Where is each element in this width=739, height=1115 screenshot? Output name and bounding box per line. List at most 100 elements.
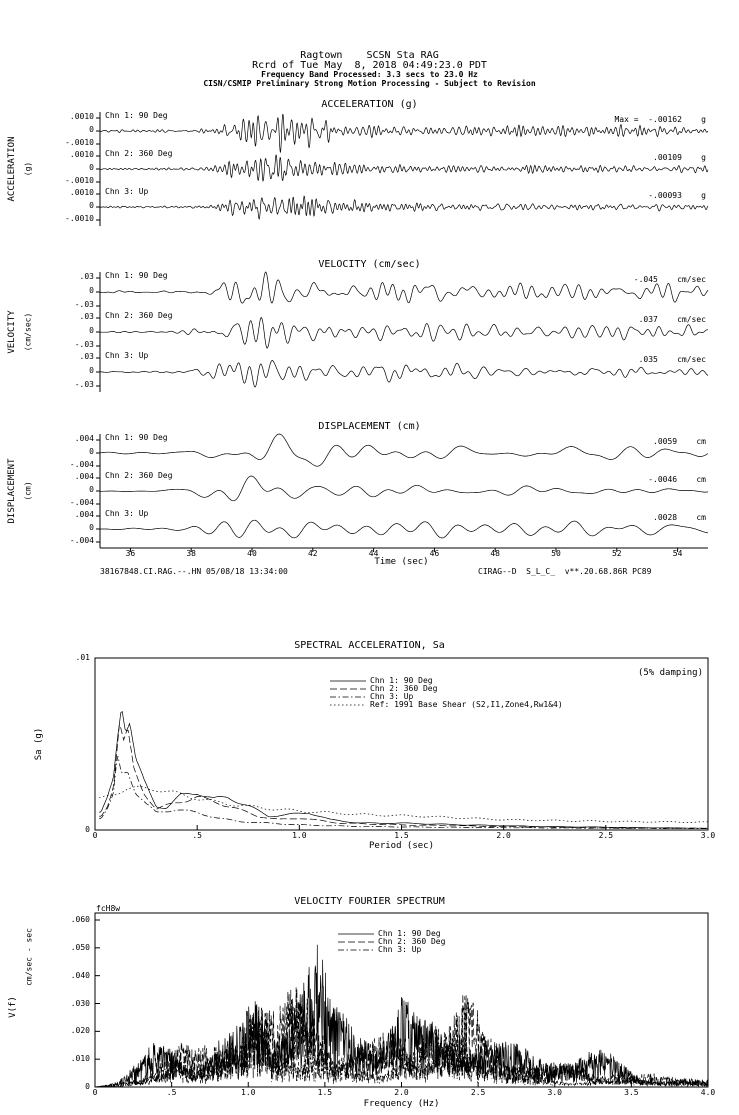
displacement-axis-label: DISPLACEMENT xyxy=(7,458,18,524)
header-station-line: Ragtown SCSN Sta RAG xyxy=(300,50,439,61)
sa-legend-label: Chn 2: 360 Deg xyxy=(370,684,438,693)
fourier-xtick-label: 1.5 xyxy=(317,1088,333,1097)
disp-ytick-neg: -.004 xyxy=(69,498,94,507)
time-axis xyxy=(100,547,708,552)
velocity-axis-label: VELOCITY xyxy=(7,310,18,354)
disp-ytick-zero: 0 xyxy=(89,447,94,456)
disp-trace-3 xyxy=(99,519,709,539)
footer-record-id: 38167848.CI.RAG.--.HN 05/08/18 13:34:00 xyxy=(100,567,288,576)
displacement-panel-title: DISPLACEMENT (cm) xyxy=(318,421,421,432)
accel-ytick-pos: .0010 xyxy=(69,188,94,197)
accel-ytick-neg: -.0010 xyxy=(65,176,94,185)
sa-xtick-label: 1.0 xyxy=(292,831,307,840)
fourier-xtick-label: 2.5 xyxy=(470,1088,486,1097)
vel-ytick-neg: -.03 xyxy=(74,340,94,349)
disp-channel-1-max: .0059 cm xyxy=(653,437,706,446)
fourier-xtick-label: 2.0 xyxy=(394,1088,409,1097)
vel-ytick-neg: -.03 xyxy=(74,380,94,389)
fourier-plot xyxy=(94,912,709,1088)
disp-trace-2 xyxy=(100,475,709,502)
header-band-line: Frequency Band Processed: 3.3 secs to 23… xyxy=(261,70,478,79)
accel-ytick-zero: 0 xyxy=(89,201,94,210)
sa-y-axis-label: Sa (g) xyxy=(34,727,45,761)
fourier-legend-label: Chn 2: 360 Deg xyxy=(378,937,446,946)
accel-panel xyxy=(96,112,709,226)
disp-ytick-neg: -.004 xyxy=(69,536,94,545)
disp-trace-1 xyxy=(100,433,709,467)
time-tick-label: 44 xyxy=(368,549,379,558)
fourier-ytick-label: .020 xyxy=(70,1026,90,1036)
disp-ytick-zero: 0 xyxy=(89,523,94,532)
fourier-xtick-label: 4.0 xyxy=(700,1088,716,1097)
sa-x-axis-label: Period (sec) xyxy=(368,841,435,851)
vel-channel-2-label: Chn 2: 360 Deg xyxy=(105,311,173,320)
time-tick-label: 48 xyxy=(490,549,500,558)
sa-series-2 xyxy=(99,724,708,829)
vel-ytick-zero: 0 xyxy=(89,366,94,375)
vel-channel-3-label: Chn 3: Up xyxy=(105,351,149,360)
sa-ytick-label: 0 xyxy=(85,825,90,834)
velocity-panel-title: VELOCITY (cm/sec) xyxy=(318,259,421,270)
time-tick-label: 54 xyxy=(672,549,683,558)
vel-channel-3-max: .035 cm/sec xyxy=(638,355,706,364)
vel-trace-1 xyxy=(99,271,709,304)
accel-trace-2 xyxy=(99,154,709,182)
fourier-xtick-label: 1.0 xyxy=(241,1088,256,1097)
sa-legend-label: Chn 1: 90 Deg xyxy=(370,676,433,685)
accel-channel-3-max: -.00093 g xyxy=(648,191,706,200)
time-axis-title: Time (sec) xyxy=(374,557,429,567)
displacement-axis-unit: (cm) xyxy=(23,481,33,501)
time-tick-label: 40 xyxy=(247,549,257,558)
sa-series-3 xyxy=(99,756,709,830)
vel-ytick-pos: .03 xyxy=(79,312,94,321)
fourier-xtick-label: 3.0 xyxy=(547,1088,562,1097)
fourier-ytick-label: 0 xyxy=(85,1082,90,1091)
fourier-legend-label: Chn 3: Up xyxy=(378,945,422,954)
accel-ytick-neg: -.0010 xyxy=(65,214,94,223)
fourier-xtick-label: .5 xyxy=(166,1088,177,1097)
accel-trace-3 xyxy=(99,195,709,220)
vel-ytick-pos: .03 xyxy=(79,352,94,361)
fourier-ytick-label: .060 xyxy=(70,915,90,924)
disp-ytick-neg: -.004 xyxy=(69,460,94,469)
accel-ytick-pos: .0010 xyxy=(69,112,94,121)
acceleration-axis-unit: (g) xyxy=(23,161,33,177)
acceleration-axis-label: ACCELERATION xyxy=(7,136,18,202)
disp-channel-2-max: -.0046 cm xyxy=(648,475,706,484)
accel-ytick-zero: 0 xyxy=(89,125,94,134)
sa-ytick-label: .01 xyxy=(75,653,90,662)
disp-channel-3-label: Chn 3: Up xyxy=(105,509,149,518)
fourier-title: VELOCITY FOURIER SPECTRUM xyxy=(294,896,445,907)
disp-channel-1-label: Chn 1: 90 Deg xyxy=(105,433,168,442)
vel-trace-2 xyxy=(100,316,709,349)
acceleration-panel-title: ACCELERATION (g) xyxy=(321,99,418,110)
sa-title: SPECTRAL ACCELERATION, Sa xyxy=(294,640,445,651)
fourier-series-2 xyxy=(95,987,708,1088)
vel-panel xyxy=(96,271,709,392)
footer-processing-id: CIRAG--D S_L_C_ v**.20.68.86R PC89 xyxy=(478,567,652,576)
sa-xtick-label: 0 xyxy=(92,831,98,840)
disp-ytick-pos: .004 xyxy=(74,510,94,519)
accel-channel-2-max: .00109 g xyxy=(653,153,706,162)
fourier-series-1 xyxy=(95,944,709,1088)
accel-ytick-pos: .0010 xyxy=(69,150,94,159)
sa-xtick-label: 3.0 xyxy=(700,831,716,840)
fourier-ytick-label: .030 xyxy=(70,998,90,1008)
disp-ytick-pos: .004 xyxy=(74,472,94,481)
vel-trace-3 xyxy=(100,360,709,388)
time-tick-label: 38 xyxy=(186,549,196,558)
header-processing-line: CISN/CSMIP Preliminary Strong Motion Pro… xyxy=(203,79,536,88)
sa-plot xyxy=(94,657,709,831)
sa-series-1 xyxy=(99,711,708,829)
sa-series-4 xyxy=(99,785,709,823)
vel-ytick-zero: 0 xyxy=(89,326,94,335)
accel-ytick-neg: -.0010 xyxy=(65,138,94,147)
accel-channel-1-label: Chn 1: 90 Deg xyxy=(105,111,168,120)
sa-xtick-label: 1.5 xyxy=(394,831,409,840)
accel-channel-1-max: Max = -.00162 g xyxy=(614,115,706,124)
time-tick-label: 50 xyxy=(551,549,561,558)
time-tick-label: 46 xyxy=(429,549,440,558)
fourier-legend-label: Chn 1: 90 Deg xyxy=(378,929,441,938)
fourier-corner-tag: fcH8w xyxy=(96,904,121,913)
